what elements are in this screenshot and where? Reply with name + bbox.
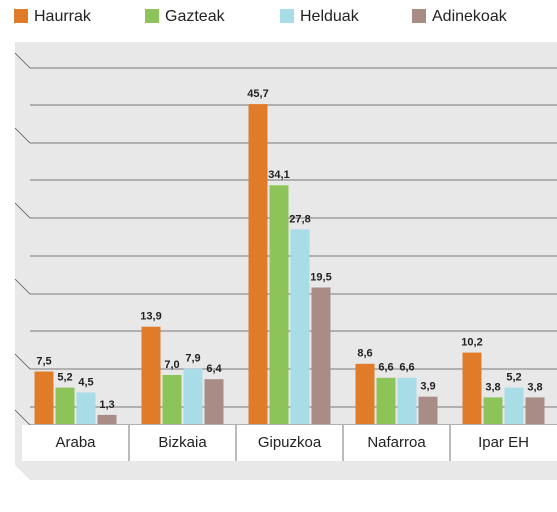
legend-swatch bbox=[412, 9, 426, 23]
value-label: 34,1 bbox=[268, 169, 289, 181]
x-tick-label: Bizkaia bbox=[158, 434, 207, 451]
bar bbox=[204, 379, 224, 424]
bar bbox=[34, 371, 54, 424]
bar bbox=[483, 397, 503, 424]
bar bbox=[162, 375, 182, 424]
value-label: 3,9 bbox=[420, 381, 435, 393]
legend-label: Gazteak bbox=[165, 8, 226, 25]
value-label: 7,5 bbox=[36, 355, 51, 367]
value-label: 4,5 bbox=[78, 376, 93, 388]
value-label: 5,2 bbox=[506, 372, 521, 384]
x-tick-label: Nafarroa bbox=[367, 434, 426, 451]
value-label: 6,6 bbox=[399, 362, 414, 374]
x-tick-label: Gipuzkoa bbox=[258, 434, 322, 451]
bar bbox=[97, 414, 117, 424]
legend-swatch bbox=[145, 9, 159, 23]
value-label: 7,9 bbox=[185, 353, 200, 365]
value-label: 6,4 bbox=[206, 363, 222, 375]
bar bbox=[290, 229, 310, 424]
bar bbox=[141, 326, 161, 424]
bar bbox=[269, 185, 289, 424]
x-tick-label: Araba bbox=[55, 434, 96, 451]
value-label: 8,6 bbox=[357, 348, 372, 360]
value-label: 7,0 bbox=[164, 359, 179, 371]
category-strip bbox=[22, 425, 557, 461]
bar bbox=[376, 377, 396, 424]
legend-label: Haurrak bbox=[34, 8, 92, 25]
bar bbox=[418, 396, 438, 424]
bar bbox=[248, 104, 268, 424]
value-label: 6,6 bbox=[378, 362, 393, 374]
legend-label: Helduak bbox=[300, 8, 360, 25]
value-label: 13,9 bbox=[140, 311, 161, 323]
bar bbox=[462, 352, 482, 424]
bar bbox=[504, 387, 524, 424]
legend-swatch bbox=[14, 9, 28, 23]
bar bbox=[525, 397, 545, 424]
value-label: 1,3 bbox=[99, 399, 114, 411]
value-label: 5,2 bbox=[57, 372, 72, 384]
value-label: 10,2 bbox=[461, 337, 482, 349]
bar bbox=[397, 377, 417, 424]
value-label: 19,5 bbox=[310, 271, 331, 283]
bar bbox=[311, 287, 331, 424]
legend-label: Adinekoak bbox=[432, 8, 508, 25]
value-label: 3,8 bbox=[485, 381, 500, 393]
bar bbox=[183, 368, 203, 424]
legend-swatch bbox=[280, 9, 294, 23]
value-label: 45,7 bbox=[247, 88, 268, 100]
bar bbox=[355, 363, 375, 424]
bar bbox=[55, 387, 75, 424]
x-tick-label: Ipar EH bbox=[478, 434, 529, 451]
value-label: 27,8 bbox=[289, 213, 310, 225]
bar bbox=[76, 392, 96, 424]
value-label: 3,8 bbox=[527, 381, 542, 393]
